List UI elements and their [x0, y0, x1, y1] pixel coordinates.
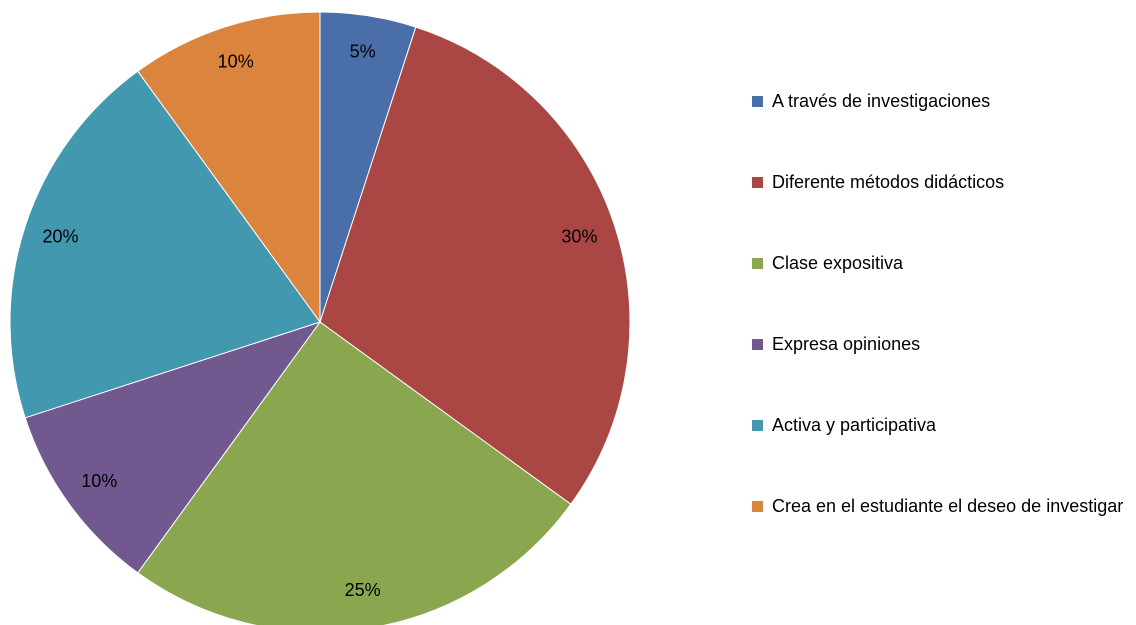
legend-label: Expresa opiniones — [772, 334, 921, 354]
data-label: 20% — [43, 226, 79, 246]
pie-slice — [319, 26, 631, 505]
legend-item: Crea en el estudiante el deseo de invest… — [752, 493, 1132, 574]
pie-slice — [24, 321, 322, 574]
data-label: 10% — [218, 51, 254, 71]
legend-swatch — [752, 258, 763, 269]
data-label: 10% — [81, 471, 117, 491]
legend-label: Crea en el estudiante el deseo de invest… — [772, 496, 1124, 516]
legend-item: Activa y participativa — [752, 412, 1132, 493]
data-label: 25% — [345, 580, 381, 600]
legend-item: Clase expositiva — [752, 250, 1132, 331]
legend-label: Clase expositiva — [772, 253, 904, 273]
legend-swatch — [752, 420, 763, 431]
pie-slice — [9, 70, 321, 419]
legend-label: Diferente métodos didácticos — [772, 172, 1005, 192]
pie-slice — [137, 321, 572, 625]
legend-item: Diferente métodos didácticos — [752, 169, 1132, 250]
legend-swatch — [752, 177, 763, 188]
legend-label: Activa y participativa — [772, 415, 937, 435]
pie-slice — [137, 11, 321, 324]
legend-item: A través de investigaciones — [752, 88, 1132, 169]
data-label: 30% — [561, 226, 597, 246]
legend-swatch — [752, 96, 763, 107]
legend: A través de investigaciones Diferente mét… — [752, 88, 1132, 574]
legend-label: A través de investigaciones — [772, 91, 991, 111]
legend-item: Expresa opiniones — [752, 331, 1132, 412]
legend-swatch — [752, 501, 763, 512]
legend-swatch — [752, 339, 763, 350]
data-label: 5% — [350, 41, 376, 61]
